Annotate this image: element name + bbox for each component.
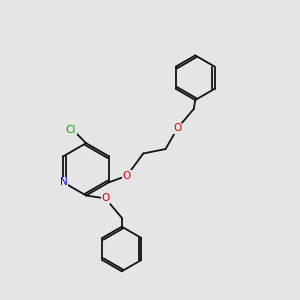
Text: O: O [173,123,181,133]
Text: O: O [101,194,110,203]
Text: N: N [60,177,67,188]
Text: O: O [123,171,131,181]
Text: Cl: Cl [66,124,76,134]
